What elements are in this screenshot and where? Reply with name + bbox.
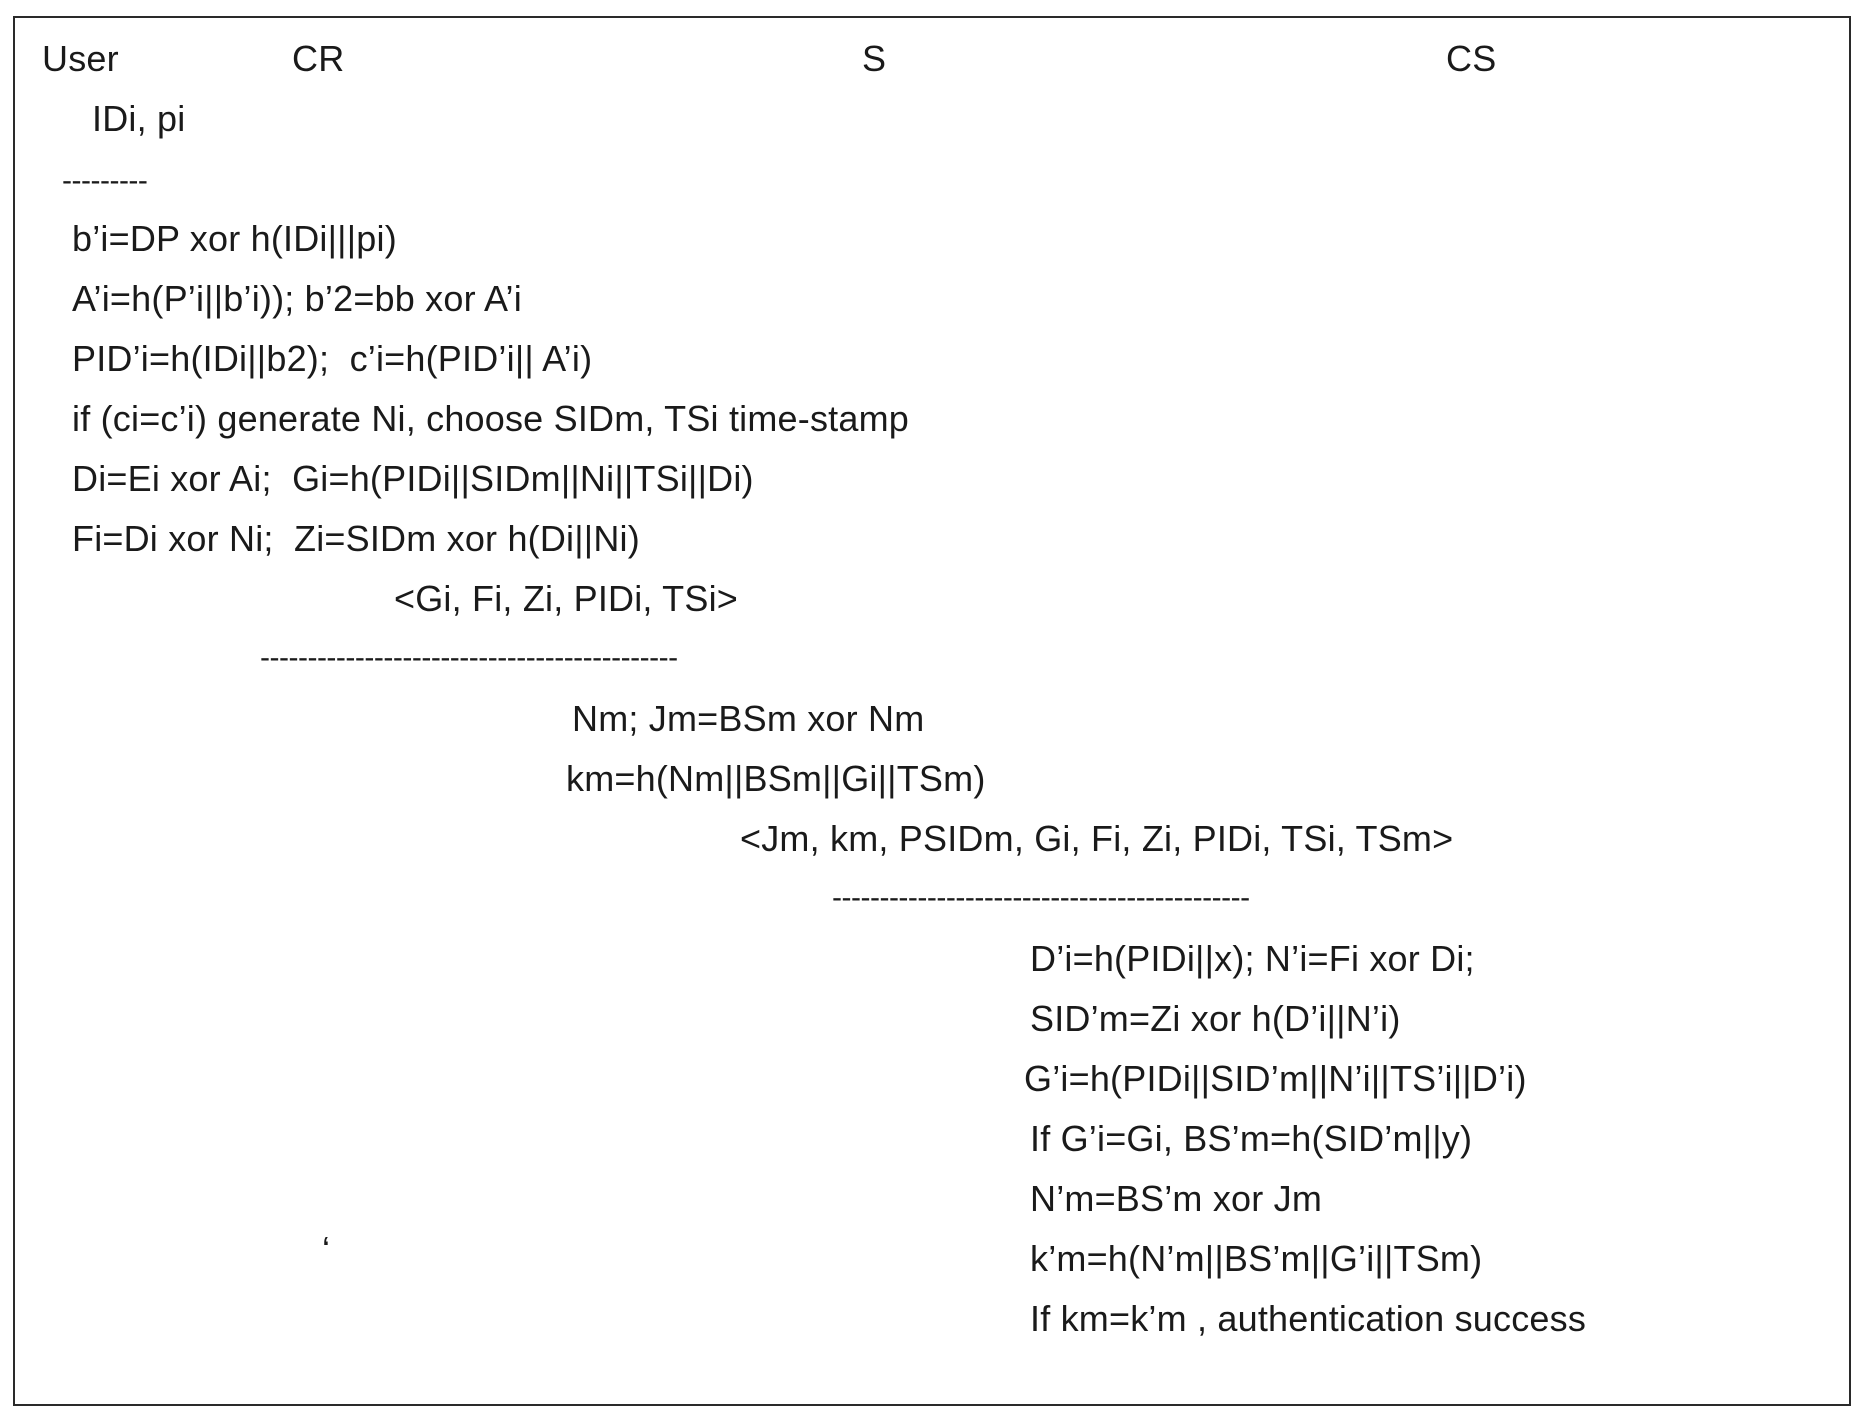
diagram-frame — [13, 16, 1851, 1406]
column-header-cs: CS — [1446, 38, 1497, 79]
cs-step: N’m=BS’m xor Jm — [1030, 1178, 1323, 1219]
separator-user-local: --------- — [62, 166, 148, 196]
cs-step: G’i=h(PIDi||SID’m||N’i||TS’i||D’i) — [1024, 1058, 1527, 1099]
user-step: PID’i=h(IDi||b2); c’i=h(PID’i|| A’i) — [72, 338, 593, 379]
cs-step: D’i=h(PIDi||x); N’i=Fi xor Di; — [1030, 938, 1475, 979]
user-step: Di=Ei xor Ai; Gi=h(PIDi||SIDm||Ni||TSi||… — [72, 458, 754, 499]
user-step: Fi=Di xor Ni; Zi=SIDm xor h(Di||Ni) — [72, 518, 640, 559]
user-inputs: IDi, pi — [92, 98, 186, 139]
separator-s-to-cs: ----------------------------------------… — [832, 883, 1250, 913]
column-header-s: S — [862, 38, 887, 79]
message-s-to-cs: <Jm, km, PSIDm, Gi, Fi, Zi, PIDi, TSi, T… — [740, 818, 1454, 859]
cs-step: SID’m=Zi xor h(D’i||N’i) — [1030, 998, 1401, 1039]
user-step: b’i=DP xor h(IDi|||pi) — [72, 218, 397, 259]
user-step: A’i=h(P’i||b’i)); b’2=bb xor A’i — [72, 278, 522, 319]
message-user-to-s: <Gi, Fi, Zi, PIDi, TSi> — [394, 578, 738, 619]
s-step: km=h(Nm||BSm||Gi||TSm) — [566, 758, 986, 799]
cs-step: If G’i=Gi, BS’m=h(SID’m||y) — [1030, 1118, 1473, 1159]
cs-step: k’m=h(N’m||BS’m||G’i||TSm) — [1030, 1238, 1483, 1279]
separator-user-to-s: ----------------------------------------… — [260, 643, 678, 673]
column-header-cr: CR — [292, 38, 345, 79]
s-step: Nm; Jm=BSm xor Nm — [572, 698, 925, 739]
stray-mark: ‘ — [322, 1229, 331, 1270]
cs-step: If km=k’m , authentication success — [1030, 1298, 1587, 1339]
user-step: if (ci=c’i) generate Ni, choose SIDm, TS… — [72, 398, 909, 439]
column-header-user: User — [42, 38, 119, 79]
